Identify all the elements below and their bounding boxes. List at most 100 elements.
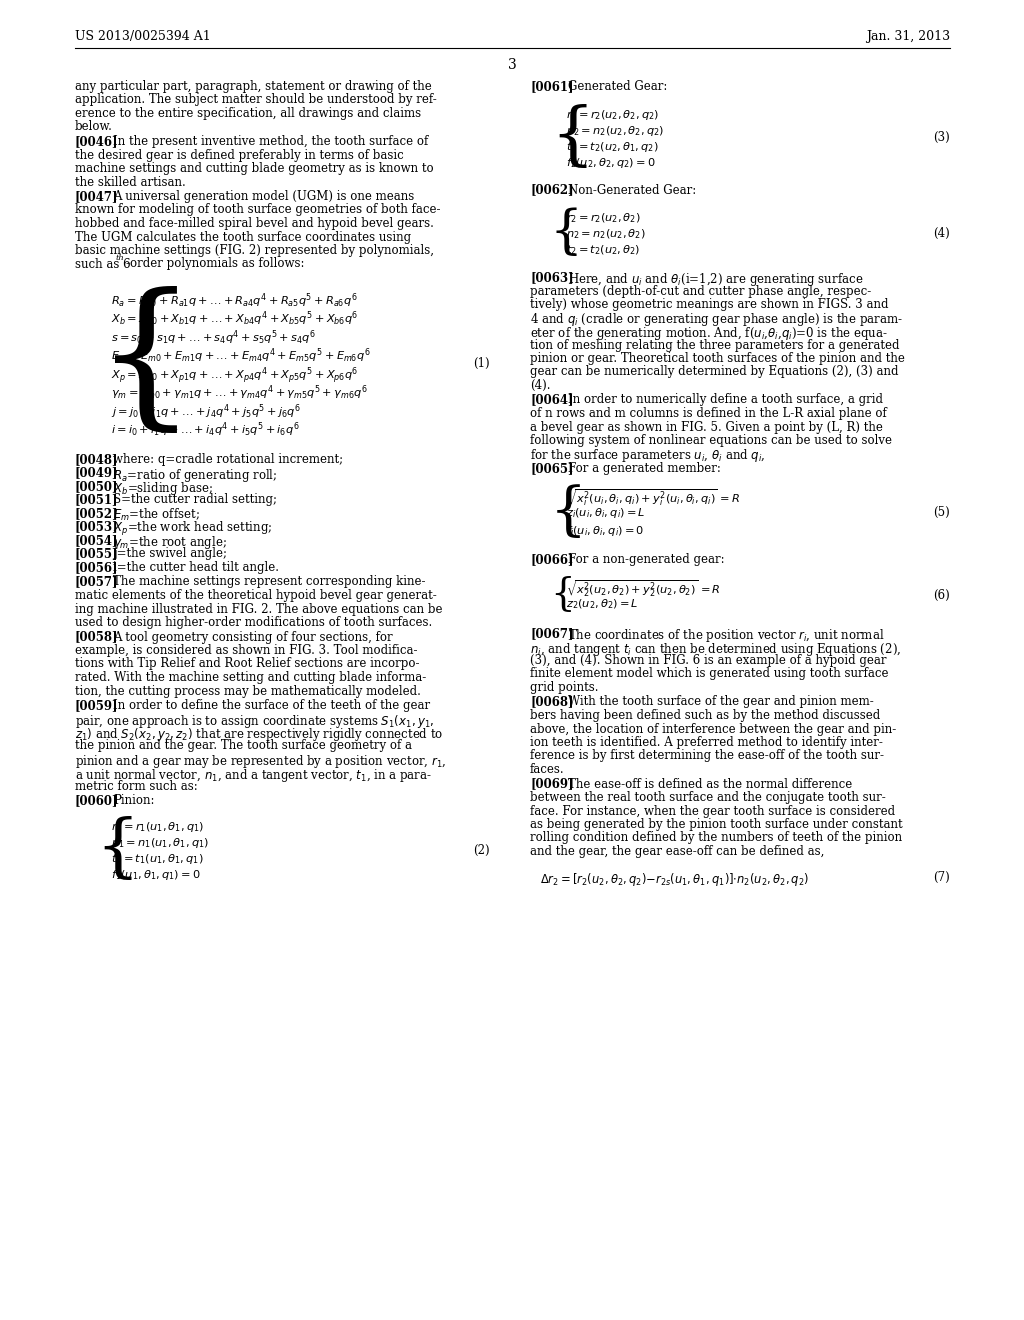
Text: erence to the entire specification, all drawings and claims: erence to the entire specification, all … [75,107,421,120]
Text: [0056]: [0056] [75,561,119,574]
Text: bers having been defined such as by the method discussed: bers having been defined such as by the … [530,709,881,722]
Text: tively) whose geometric meanings are shown in FIGS. 3 and: tively) whose geometric meanings are sho… [530,298,889,312]
Text: (7): (7) [933,870,950,883]
Text: $n_2 = n_2(u_2, \theta_2)$: $n_2 = n_2(u_2, \theta_2)$ [566,227,646,240]
Text: [0057]: [0057] [75,576,119,589]
Text: (4).: (4). [530,379,551,392]
Text: pinion or gear. Theoretical tooth surfaces of the pinion and the: pinion or gear. Theoretical tooth surfac… [530,352,905,366]
Text: US 2013/0025394 A1: US 2013/0025394 A1 [75,30,211,44]
Text: [0059]: [0059] [75,700,119,711]
Text: $\sqrt{x_i^2(u_i, \theta_i, q_i) + y_i^2(u_i, \theta_i, q_i)}\, = R$: $\sqrt{x_i^2(u_i, \theta_i, q_i) + y_i^2… [566,487,740,508]
Text: S=the cutter radial setting;: S=the cutter radial setting; [113,494,278,507]
Text: (5): (5) [933,506,950,519]
Text: $r_2 = r_2(u_2, \theta_2, q_2)$: $r_2 = r_2(u_2, \theta_2, q_2)$ [566,107,659,121]
Text: 4 and $q_i$ (cradle or generating gear phase angle) is the param-: 4 and $q_i$ (cradle or generating gear p… [530,312,903,329]
Text: [0058]: [0058] [75,631,119,644]
Text: (1): (1) [473,356,490,370]
Text: between the real tooth surface and the conjugate tooth sur-: between the real tooth surface and the c… [530,791,886,804]
Text: The ease-off is defined as the normal difference: The ease-off is defined as the normal di… [568,777,852,791]
Text: known for modeling of tooth surface geometries of both face-: known for modeling of tooth surface geom… [75,203,440,216]
Text: A universal generation model (UGM) is one means: A universal generation model (UGM) is on… [113,190,415,203]
Text: ference is by first determining the ease-off of the tooth sur-: ference is by first determining the ease… [530,750,884,763]
Text: as being generated by the pinion tooth surface under constant: as being generated by the pinion tooth s… [530,818,902,832]
Text: the pinion and the gear. The tooth surface geometry of a: the pinion and the gear. The tooth surfa… [75,739,412,752]
Text: following system of nonlinear equations can be used to solve: following system of nonlinear equations … [530,434,892,447]
Text: [0055]: [0055] [75,548,119,561]
Text: Here, and $u_i$ and $\theta_i$(i=1,2) are generating surface: Here, and $u_i$ and $\theta_i$(i=1,2) ar… [568,271,863,288]
Text: [0069]: [0069] [530,777,573,791]
Text: [0062]: [0062] [530,183,573,197]
Text: gear can be numerically determined by Equations (2), (3) and: gear can be numerically determined by Eq… [530,366,898,379]
Text: [0060]: [0060] [75,795,119,808]
Text: $j = j_0 + j_1q + \ldots + j_4q^4 + j_5q^5 + j_6q^6$: $j = j_0 + j_1q + \ldots + j_4q^4 + j_5q… [111,403,301,421]
Text: below.: below. [75,120,113,133]
Text: Jan. 31, 2013: Jan. 31, 2013 [866,30,950,44]
Text: face. For instance, when the gear tooth surface is considered: face. For instance, when the gear tooth … [530,804,895,817]
Text: th: th [116,255,125,263]
Text: above, the location of interference between the gear and pin-: above, the location of interference betw… [530,722,896,735]
Text: of n rows and m columns is defined in the L-R axial plane of: of n rows and m columns is defined in th… [530,407,887,420]
Text: the desired gear is defined preferably in terms of basic: the desired gear is defined preferably i… [75,149,403,161]
Text: $R_a$=ratio of generating roll;: $R_a$=ratio of generating roll; [113,466,278,483]
Text: tion of meshing relating the three parameters for a generated: tion of meshing relating the three param… [530,338,899,351]
Text: pinion and a gear may be represented by a position vector, $\mathit{r}_1$,: pinion and a gear may be represented by … [75,752,446,770]
Text: -order polynomials as follows:: -order polynomials as follows: [126,257,304,271]
Text: A tool geometry consisting of four sections, for: A tool geometry consisting of four secti… [113,631,392,644]
Text: $n_1 = n_1(u_1, \theta_1, q_1)$: $n_1 = n_1(u_1, \theta_1, q_1)$ [111,836,209,850]
Text: (2): (2) [473,843,490,857]
Text: [0067]: [0067] [530,627,573,640]
Text: eter of the generating motion. And, f($u_i$,$\theta_i$,$q_i$)=0 is the equa-: eter of the generating motion. And, f($u… [530,325,888,342]
Text: a unit normal vector, $\mathit{n}_1$, and a tangent vector, $\mathit{t}_1$, in a: a unit normal vector, $\mathit{n}_1$, an… [75,767,432,784]
Text: j=the swivel angle;: j=the swivel angle; [113,548,227,561]
Text: any particular part, paragraph, statement or drawing of the: any particular part, paragraph, statemen… [75,81,432,92]
Text: (4): (4) [933,227,950,239]
Text: $t_2 = t_2(u_2, \theta_1, q_2)$: $t_2 = t_2(u_2, \theta_1, q_2)$ [566,140,658,153]
Text: For a non-generated gear:: For a non-generated gear: [568,553,725,566]
Text: (6): (6) [933,589,950,602]
Text: [0050]: [0050] [75,480,119,492]
Text: application. The subject matter should be understood by ref-: application. The subject matter should b… [75,94,437,107]
Text: $s = s_0 + s_1q + \ldots + s_4q^4 + s_5q^5 + s_4q^6$: $s = s_0 + s_1q + \ldots + s_4q^4 + s_5q… [111,327,316,347]
Text: [0066]: [0066] [530,553,573,566]
Text: metric form such as:: metric form such as: [75,780,198,793]
Text: parameters (depth-of-cut and cutter phase angle, respec-: parameters (depth-of-cut and cutter phas… [530,285,871,297]
Text: tions with Tip Relief and Root Relief sections are incorpo-: tions with Tip Relief and Root Relief se… [75,657,420,671]
Text: $i = i_0 + i_1q + \ldots + i_4q^4 + i_5q^5 + i_6q^6$: $i = i_0 + i_1q + \ldots + i_4q^4 + i_5q… [111,421,300,440]
Text: tion, the cutting process may be mathematically modeled.: tion, the cutting process may be mathema… [75,685,421,697]
Text: 3: 3 [508,58,516,73]
Text: i=the cutter head tilt angle.: i=the cutter head tilt angle. [113,561,279,574]
Text: [0054]: [0054] [75,535,119,546]
Text: [0051]: [0051] [75,494,119,507]
Text: {: { [550,577,574,614]
Text: $\mathit{z}_1)$ and $\mathit{S}_2(\mathit{x}_2, \mathit{y}_2, \mathit{z}_2)$ tha: $\mathit{z}_1)$ and $\mathit{S}_2(\mathi… [75,726,443,743]
Text: pair, one approach is to assign coordinate systems $\mathit{S}_1(\mathit{x}_1, \: pair, one approach is to assign coordina… [75,713,434,730]
Text: In the present inventive method, the tooth surface of: In the present inventive method, the too… [113,135,428,148]
Text: {: { [550,207,583,259]
Text: With the tooth surface of the gear and pinion mem-: With the tooth surface of the gear and p… [568,696,873,709]
Text: matic elements of the theoretical hypoid bevel gear generat-: matic elements of the theoretical hypoid… [75,589,437,602]
Text: ion teeth is identified. A preferred method to identify inter-: ion teeth is identified. A preferred met… [530,737,883,748]
Text: $r_2 = r_2(u_2, \theta_2)$: $r_2 = r_2(u_2, \theta_2)$ [566,211,641,224]
Text: $f_i(u_i, \theta_i, q_i) = 0$: $f_i(u_i, \theta_i, q_i) = 0$ [566,524,644,537]
Text: $t_1 = t_1(u_1, \theta_1, q_1)$: $t_1 = t_1(u_1, \theta_1, q_1)$ [111,851,204,866]
Text: {: { [550,104,594,170]
Text: Pinion:: Pinion: [113,795,155,808]
Text: $f_2(u_2, \theta_2, q_2) = 0$: $f_2(u_2, \theta_2, q_2) = 0$ [566,156,655,169]
Text: [0068]: [0068] [530,696,573,709]
Text: such as 6: such as 6 [75,257,131,271]
Text: The machine settings represent corresponding kine-: The machine settings represent correspon… [113,576,426,589]
Text: {: { [95,286,197,440]
Text: In order to define the surface of the teeth of the gear: In order to define the surface of the te… [113,700,430,711]
Text: (3): (3) [933,131,950,144]
Text: $\gamma_m$=the root angle;: $\gamma_m$=the root angle; [113,535,227,550]
Text: $f_1(u_1, \theta_1, q_1) = 0$: $f_1(u_1, \theta_1, q_1) = 0$ [111,869,201,882]
Text: $X_b = X_{b0} + X_{b1}q + \ldots + X_{b4}q^4 + X_{b5}q^5 + X_{b6}q^6$: $X_b = X_{b0} + X_{b1}q + \ldots + X_{b4… [111,309,358,329]
Text: $X_p = X_{p0} + X_{p1}q + \ldots + X_{p4}q^4 + X_{p5}q^5 + X_{p6}q^6$: $X_p = X_{p0} + X_{p1}q + \ldots + X_{p4… [111,366,358,385]
Text: $z_i(u_i, \theta_i, q_i) = L$: $z_i(u_i, \theta_i, q_i) = L$ [566,506,645,520]
Text: faces.: faces. [530,763,564,776]
Text: $R_a = R_{a0} + R_{a1}q + \ldots + R_{a4}q^4 + R_{a5}q^5 + R_{a6}q^6$: $R_a = R_{a0} + R_{a1}q + \ldots + R_{a4… [111,290,357,310]
Text: $z_2(u_2, \theta_2) = L$: $z_2(u_2, \theta_2) = L$ [566,597,639,611]
Text: ing machine illustrated in FIG. 2. The above equations can be: ing machine illustrated in FIG. 2. The a… [75,602,442,615]
Text: [0063]: [0063] [530,271,573,284]
Text: In order to numerically define a tooth surface, a grid: In order to numerically define a tooth s… [568,393,883,407]
